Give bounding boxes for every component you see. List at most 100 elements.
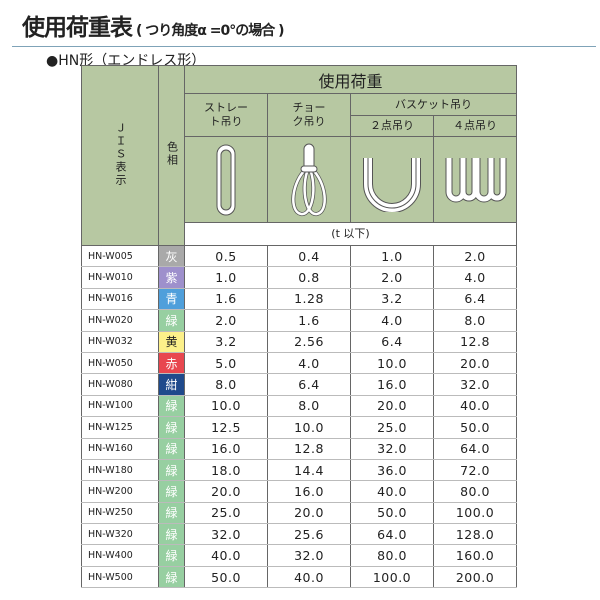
load-value: 128.0 bbox=[432, 523, 518, 546]
color-swatch: 青 bbox=[158, 287, 185, 311]
color-swatch: 紫 bbox=[158, 266, 185, 289]
color-swatch: 緑 bbox=[158, 480, 185, 503]
jis-code: HN-W100 bbox=[81, 394, 159, 418]
load-value: 20.0 bbox=[432, 351, 518, 375]
four-point-header: ４点吊り bbox=[432, 115, 518, 137]
choke-header: チョーク吊り bbox=[267, 93, 351, 137]
load-value: 1.6 bbox=[184, 287, 268, 311]
jis-code: HN-W080 bbox=[81, 373, 159, 396]
jis-code: HN-W020 bbox=[81, 309, 159, 332]
load-value: 2.0 bbox=[432, 244, 518, 268]
load-value: 50.0 bbox=[432, 416, 518, 439]
load-value: 0.8 bbox=[267, 266, 351, 289]
two-point-header: ２点吊り bbox=[350, 115, 434, 137]
load-value: 10.0 bbox=[267, 416, 351, 439]
table-row: HN-W100 緑 10.0 8.0 20.0 40.0 bbox=[81, 394, 518, 418]
load-value: 200.0 bbox=[432, 565, 518, 589]
table-row: HN-W050 赤 5.0 4.0 10.0 20.0 bbox=[81, 351, 518, 375]
load-value: 1.6 bbox=[267, 309, 351, 332]
table-row: HN-W400 緑 40.0 32.0 80.0 160.0 bbox=[81, 544, 518, 567]
color-swatch: 緑 bbox=[158, 458, 185, 482]
basket-4point-icon bbox=[432, 136, 518, 223]
straight-sling-icon bbox=[184, 136, 268, 223]
load-value: 2.0 bbox=[184, 309, 268, 332]
jis-code: HN-W160 bbox=[81, 437, 159, 460]
color-label: 色相 bbox=[165, 141, 179, 167]
load-value: 20.0 bbox=[267, 501, 351, 525]
load-table: ＪＩＳ表示 色相 使用荷重 ストレート吊り チョーク吊り バスケット吊り ２点吊… bbox=[81, 65, 518, 589]
color-swatch: 緑 bbox=[158, 416, 185, 439]
choke-sling-icon bbox=[267, 136, 351, 223]
color-swatch: 緑 bbox=[158, 523, 185, 546]
load-value: 36.0 bbox=[350, 458, 434, 482]
load-value: 160.0 bbox=[432, 544, 518, 567]
load-value: 32.0 bbox=[432, 373, 518, 396]
load-value: 6.4 bbox=[267, 373, 351, 396]
load-value: 40.0 bbox=[432, 394, 518, 418]
jis-code: HN-W500 bbox=[81, 565, 159, 589]
color-swatch: 緑 bbox=[158, 501, 185, 525]
table-row: HN-W016 青 1.6 1.28 3.2 6.4 bbox=[81, 287, 518, 311]
load-value: 12.8 bbox=[432, 330, 518, 353]
choke-label: チョーク吊り bbox=[292, 101, 326, 128]
jis-code: HN-W032 bbox=[81, 330, 159, 353]
color-swatch: 灰 bbox=[158, 244, 185, 268]
load-value: 25.0 bbox=[184, 501, 268, 525]
load-value: 2.0 bbox=[350, 266, 434, 289]
table-row: HN-W032 黄 3.2 2.56 6.4 12.8 bbox=[81, 330, 518, 353]
basket-2point-icon bbox=[350, 136, 434, 223]
jis-code: HN-W250 bbox=[81, 501, 159, 525]
page-title: 使用荷重表( つり角度α =0°の場合 ) bbox=[22, 8, 285, 42]
color-swatch: 緑 bbox=[158, 437, 185, 460]
load-value: 72.0 bbox=[432, 458, 518, 482]
jis-code: HN-W010 bbox=[81, 266, 159, 289]
load-value: 0.5 bbox=[184, 244, 268, 268]
table-row: HN-W010 紫 1.0 0.8 2.0 4.0 bbox=[81, 266, 518, 289]
straight-header: ストレート吊り bbox=[184, 93, 268, 137]
load-value: 100.0 bbox=[432, 501, 518, 525]
jis-code: HN-W180 bbox=[81, 458, 159, 482]
load-header: 使用荷重 bbox=[183, 65, 518, 94]
color-swatch: 黄 bbox=[158, 330, 185, 353]
load-value: 10.0 bbox=[350, 351, 434, 375]
jis-code: HN-W400 bbox=[81, 544, 159, 567]
jis-code: HN-W050 bbox=[81, 351, 159, 375]
load-value: 25.6 bbox=[267, 523, 351, 546]
load-value: 12.5 bbox=[184, 416, 268, 439]
load-value: 25.0 bbox=[350, 416, 434, 439]
table-row: HN-W320 緑 32.0 25.6 64.0 128.0 bbox=[81, 523, 518, 546]
color-swatch: 緑 bbox=[158, 544, 185, 567]
table-row: HN-W500 緑 50.0 40.0 100.0 200.0 bbox=[81, 565, 518, 589]
jis-code: HN-W320 bbox=[81, 523, 159, 546]
jis-header: ＪＩＳ表示 bbox=[81, 65, 159, 246]
jis-code: HN-W016 bbox=[81, 287, 159, 311]
load-value: 100.0 bbox=[350, 565, 434, 589]
color-swatch: 緑 bbox=[158, 394, 185, 418]
jis-code: HN-W125 bbox=[81, 416, 159, 439]
load-value: 4.0 bbox=[267, 351, 351, 375]
load-value: 1.0 bbox=[350, 244, 434, 268]
table-row: HN-W005 灰 0.5 0.4 1.0 2.0 bbox=[81, 244, 518, 268]
load-value: 32.0 bbox=[267, 544, 351, 567]
load-value: 1.28 bbox=[267, 287, 351, 311]
straight-label: ストレート吊り bbox=[204, 101, 248, 128]
table-row: HN-W160 緑 16.0 12.8 32.0 64.0 bbox=[81, 437, 518, 460]
basket-header: バスケット吊り bbox=[349, 93, 518, 116]
load-value: 16.0 bbox=[267, 480, 351, 503]
load-value: 5.0 bbox=[184, 351, 268, 375]
load-value: 0.4 bbox=[267, 244, 351, 268]
load-value: 50.0 bbox=[184, 565, 268, 589]
table-row: HN-W200 緑 20.0 16.0 40.0 80.0 bbox=[81, 480, 518, 503]
color-header: 色相 bbox=[158, 65, 185, 246]
load-value: 14.4 bbox=[267, 458, 351, 482]
load-value: 40.0 bbox=[184, 544, 268, 567]
jis-code: HN-W005 bbox=[81, 244, 159, 268]
load-value: 40.0 bbox=[350, 480, 434, 503]
load-value: 40.0 bbox=[267, 565, 351, 589]
load-value: 16.0 bbox=[350, 373, 434, 396]
load-value: 3.2 bbox=[350, 287, 434, 311]
unit-label: (t 以下) bbox=[183, 222, 518, 246]
load-value: 64.0 bbox=[350, 523, 434, 546]
jis-label: ＪＩＳ表示 bbox=[114, 121, 127, 187]
load-value: 2.56 bbox=[267, 330, 351, 353]
